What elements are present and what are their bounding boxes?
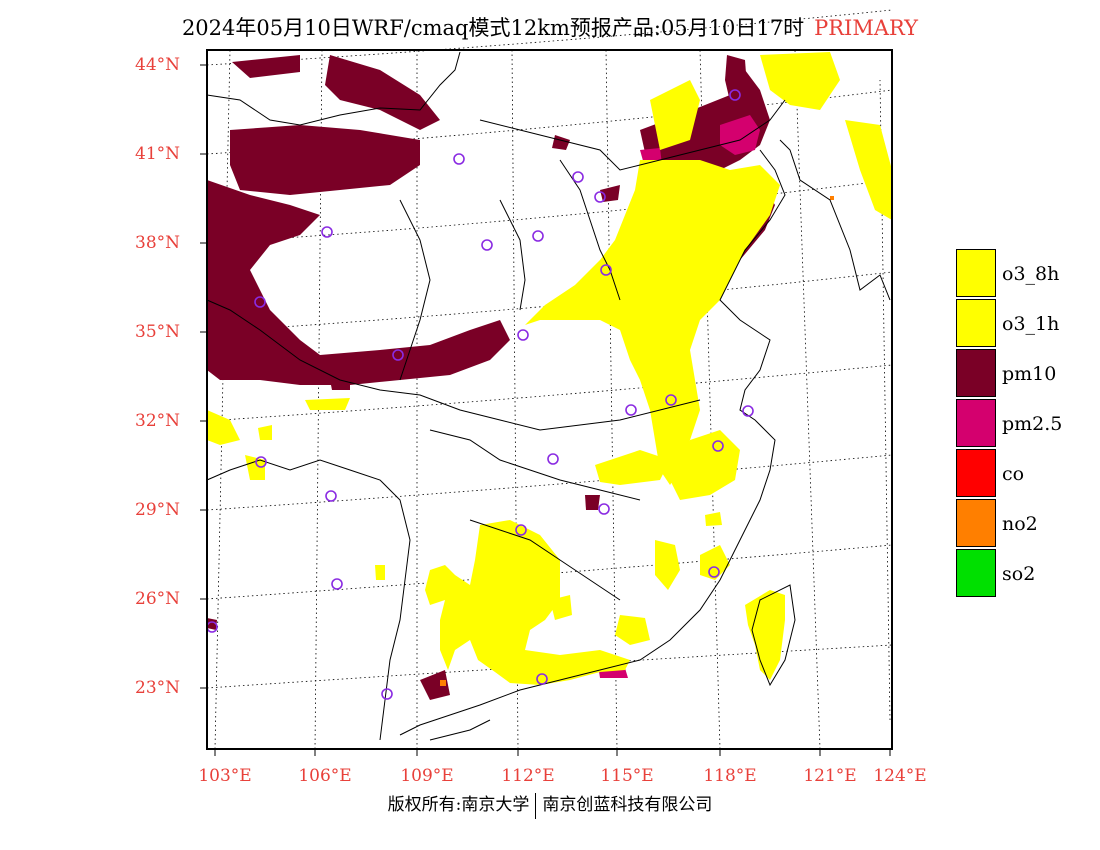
lon-label: 115°E xyxy=(600,766,654,786)
copyright-left: 版权所有:南京大学 xyxy=(387,795,530,815)
lat-label: 32°N xyxy=(135,411,181,431)
legend xyxy=(956,249,996,599)
legend-label-o3-1h: o3_1h xyxy=(1002,313,1060,335)
legend-label-pm10: pm10 xyxy=(1002,363,1057,385)
boundaries xyxy=(206,51,891,741)
lat-label: 38°N xyxy=(135,233,181,253)
legend-label-co: co xyxy=(1002,463,1025,485)
footer-divider xyxy=(535,792,537,819)
title-text: 2024年05月10日WRF/cmaq模式12km预报产品:05月10日17时 xyxy=(181,16,805,40)
lat-label: 29°N xyxy=(135,500,181,520)
lon-label: 109°E xyxy=(400,766,454,786)
legend-swatch-o3-8h xyxy=(956,249,996,297)
legend-swatch-o3-1h xyxy=(956,299,996,347)
legend-swatch-so2 xyxy=(956,549,996,597)
lat-label: 41°N xyxy=(135,144,181,164)
lat-label: 23°N xyxy=(135,678,181,698)
o3-regions xyxy=(207,52,892,685)
plot-frame xyxy=(206,49,893,750)
legend-swatch-no2 xyxy=(956,499,996,547)
legend-label-o3-8h: o3_8h xyxy=(1002,263,1060,285)
lon-label: 106°E xyxy=(298,766,352,786)
copyright-footer: 版权所有:南京大学 南京创蓝科技有限公司 xyxy=(0,790,1100,819)
lat-label: 44°N xyxy=(135,55,181,75)
legend-swatch-pm10 xyxy=(956,349,996,397)
station-markers xyxy=(206,89,754,700)
lon-label: 112°E xyxy=(501,766,555,786)
copyright-right: 南京创蓝科技有限公司 xyxy=(542,795,713,815)
lon-label: 121°E xyxy=(803,766,857,786)
map-title: 2024年05月10日WRF/cmaq模式12km预报产品:05月10日17时 P… xyxy=(0,12,1100,42)
legend-labels: o3_8h o3_1h pm10 pm2.5 co no2 so2 xyxy=(1002,249,1062,599)
axis-ticks xyxy=(200,64,891,756)
legend-swatch-pm2-5 xyxy=(956,399,996,447)
lat-label: 35°N xyxy=(135,322,181,342)
lon-label: 124°E xyxy=(873,766,927,786)
legend-label-so2: so2 xyxy=(1002,563,1036,585)
lon-label: 118°E xyxy=(703,766,757,786)
no2-spots xyxy=(440,196,834,686)
legend-label-pm25: pm2.5 xyxy=(1002,413,1063,435)
lat-label: 26°N xyxy=(135,589,181,609)
legend-swatch-co xyxy=(956,449,996,497)
primary-tag: PRIMARY xyxy=(814,16,919,40)
legend-label-no2: no2 xyxy=(1002,513,1038,535)
lon-label: 103°E xyxy=(198,766,252,786)
